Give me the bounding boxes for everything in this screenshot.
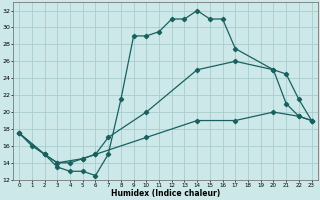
X-axis label: Humidex (Indice chaleur): Humidex (Indice chaleur) xyxy=(111,189,220,198)
